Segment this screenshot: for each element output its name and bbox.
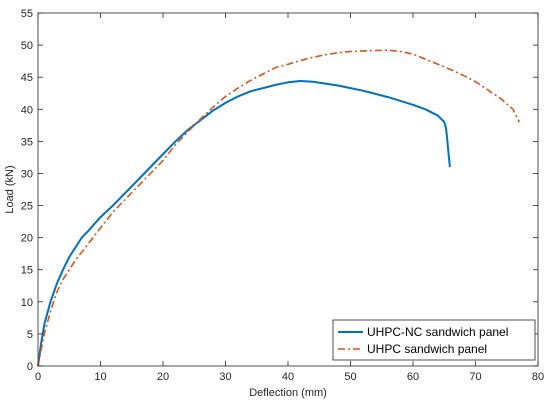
- x-tick-label: 70: [469, 371, 481, 383]
- series-line-uhpc: [37, 49, 521, 367]
- legend: UHPC-NC sandwich panel UHPC sandwich pan…: [332, 319, 536, 361]
- x-tick-label: 30: [219, 371, 231, 383]
- x-tick-label: 40: [282, 371, 294, 383]
- y-axis-label: Load (kN): [4, 165, 16, 213]
- series-layer: [37, 49, 521, 367]
- x-tick-label: 50: [344, 371, 356, 383]
- ticks-layer: 0 10 20 30 40 50 60 70 80 0 5 10 15 20 25 30 35 40 45 50 55: [21, 8, 544, 383]
- legend-label-uhpc: UHPC sandwich panel: [367, 342, 487, 356]
- x-tick-label: 0: [35, 371, 41, 383]
- y-tick-label: 45: [21, 72, 33, 84]
- x-tick-label: 60: [407, 371, 419, 383]
- y-tick-label: 5: [27, 329, 33, 341]
- y-tick-label: 30: [21, 168, 33, 180]
- legend-box: [332, 319, 536, 361]
- x-axis-label: Deflection (mm): [249, 387, 327, 399]
- y-tick-label: 25: [21, 201, 33, 213]
- y-tick-label: 35: [21, 136, 33, 148]
- y-tick-label: 50: [21, 40, 33, 52]
- series-line-uhpc-nc: [37, 80, 451, 367]
- y-tick-label: 0: [27, 361, 33, 373]
- x-tick-label: 20: [157, 371, 169, 383]
- legend-label-uhpc-nc: UHPC-NC sandwich panel: [367, 325, 508, 339]
- y-tick-label: 10: [21, 297, 33, 309]
- x-tick-label: 10: [94, 371, 106, 383]
- y-tick-label: 40: [21, 104, 33, 116]
- y-tick-label: 20: [21, 233, 33, 245]
- y-tick-label: 55: [21, 8, 33, 20]
- y-tick-label: 15: [21, 265, 33, 277]
- x-tick-label: 80: [532, 371, 544, 383]
